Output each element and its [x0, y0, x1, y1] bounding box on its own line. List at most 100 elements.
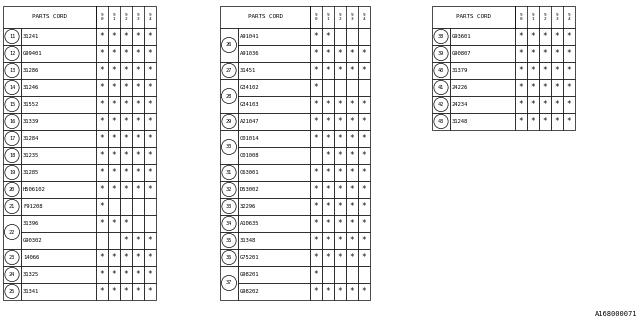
Bar [322, 147, 334, 164]
Text: 14066: 14066 [23, 255, 39, 260]
Text: 39: 39 [438, 51, 444, 56]
Text: *: * [112, 185, 116, 194]
Bar [322, 164, 334, 181]
Bar [310, 266, 322, 283]
Bar [238, 232, 310, 249]
Bar [144, 62, 156, 79]
Bar [21, 62, 96, 79]
Bar [432, 6, 575, 28]
Text: 9
1: 9 1 [532, 13, 534, 21]
Text: *: * [326, 253, 330, 262]
Bar [220, 130, 238, 164]
Bar [108, 113, 120, 130]
Text: 42: 42 [438, 102, 444, 107]
Text: *: * [326, 287, 330, 296]
Text: G34103: G34103 [240, 102, 259, 107]
Text: *: * [100, 219, 104, 228]
Text: 13: 13 [9, 68, 15, 73]
Bar [346, 147, 358, 164]
Text: 16: 16 [9, 119, 15, 124]
Text: A91036: A91036 [240, 51, 259, 56]
Text: 33: 33 [226, 204, 232, 209]
Bar [238, 147, 310, 164]
Bar [21, 147, 96, 164]
Bar [358, 28, 370, 45]
Text: *: * [136, 236, 140, 245]
Bar [322, 113, 334, 130]
Bar [346, 266, 358, 283]
Bar [132, 164, 144, 181]
Bar [238, 164, 310, 181]
Bar [96, 28, 108, 45]
Bar [132, 215, 144, 232]
Text: *: * [326, 168, 330, 177]
Text: *: * [112, 100, 116, 109]
Bar [358, 198, 370, 215]
Bar [310, 198, 322, 215]
Text: *: * [148, 49, 152, 58]
Text: *: * [148, 185, 152, 194]
Text: *: * [555, 32, 559, 41]
Bar [515, 28, 527, 45]
Bar [310, 96, 322, 113]
Bar [322, 215, 334, 232]
Bar [120, 79, 132, 96]
Text: 9
3: 9 3 [351, 13, 353, 21]
Bar [346, 232, 358, 249]
Text: *: * [314, 49, 318, 58]
Bar [132, 198, 144, 215]
Text: A10635: A10635 [240, 221, 259, 226]
Text: G75201: G75201 [240, 255, 259, 260]
Bar [358, 130, 370, 147]
Text: *: * [124, 134, 128, 143]
Text: *: * [136, 117, 140, 126]
Text: C63001: C63001 [240, 170, 259, 175]
Bar [432, 45, 450, 62]
Text: *: * [362, 117, 366, 126]
Text: *: * [124, 219, 128, 228]
Bar [238, 215, 310, 232]
Text: G90807: G90807 [452, 51, 472, 56]
Text: 9
4: 9 4 [148, 13, 151, 21]
Bar [132, 181, 144, 198]
Text: 9
0: 9 0 [315, 13, 317, 21]
Text: *: * [543, 100, 547, 109]
Text: 31451: 31451 [240, 68, 256, 73]
Bar [108, 62, 120, 79]
Bar [310, 130, 322, 147]
Text: *: * [543, 83, 547, 92]
Text: 24234: 24234 [452, 102, 468, 107]
Text: *: * [338, 66, 342, 75]
Text: *: * [314, 185, 318, 194]
Text: *: * [314, 270, 318, 279]
Text: 31286: 31286 [23, 68, 39, 73]
Bar [220, 198, 238, 215]
Bar [334, 249, 346, 266]
Text: *: * [100, 49, 104, 58]
Bar [346, 130, 358, 147]
Bar [334, 96, 346, 113]
Text: *: * [124, 117, 128, 126]
Bar [220, 266, 238, 300]
Text: *: * [314, 32, 318, 41]
Bar [238, 113, 310, 130]
Bar [310, 62, 322, 79]
Text: *: * [349, 253, 355, 262]
Bar [108, 232, 120, 249]
Bar [120, 266, 132, 283]
Bar [310, 28, 322, 45]
Bar [334, 266, 346, 283]
Text: *: * [136, 287, 140, 296]
Text: 9
1: 9 1 [326, 13, 330, 21]
Bar [310, 113, 322, 130]
Bar [96, 130, 108, 147]
Bar [515, 45, 527, 62]
Bar [358, 147, 370, 164]
Text: *: * [124, 151, 128, 160]
Bar [144, 147, 156, 164]
Text: *: * [338, 151, 342, 160]
Bar [3, 283, 21, 300]
Text: *: * [326, 66, 330, 75]
Text: 37: 37 [226, 281, 232, 285]
Bar [21, 96, 96, 113]
